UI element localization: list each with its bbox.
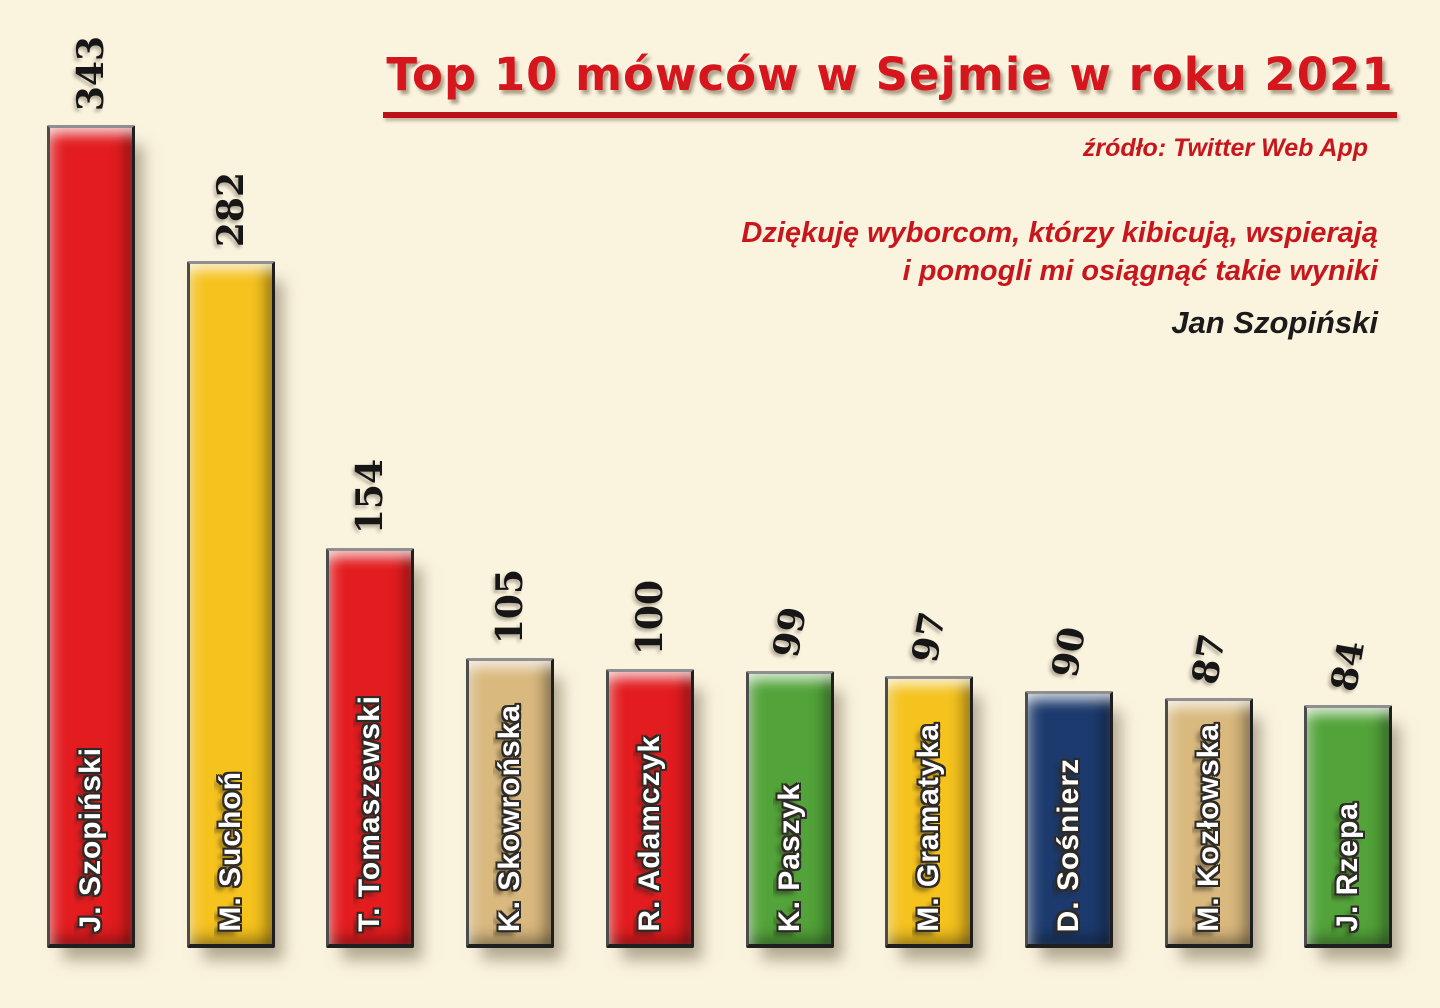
bar-value-label: 105 <box>466 569 554 644</box>
bar-10: J. Rzepa <box>1304 705 1392 948</box>
bar-2: M. Suchoń <box>187 261 275 948</box>
bar-value-label: 282 <box>187 172 275 247</box>
bar-value-text: 99 <box>764 603 816 661</box>
quote-line-1: Dziękuję wyborcom, którzy kibicują, wspi… <box>741 217 1378 249</box>
bar-value-label: 84 <box>1304 638 1392 695</box>
bar-value-text: 97 <box>903 608 955 666</box>
bar-category-label: K. Paszyk <box>773 782 806 932</box>
bar-value-text: 87 <box>1183 630 1235 688</box>
bar-category-label: J. Rzepa <box>1331 802 1364 932</box>
bar-category-label: K. Skowrońska <box>493 703 526 932</box>
bar-value-label: 97 <box>885 609 973 666</box>
bar-value-label: 87 <box>1165 631 1253 688</box>
bar-3: T. Tomaszewski <box>326 548 414 948</box>
bar-value-text: 154 <box>349 458 391 534</box>
bar-6: K. Paszyk <box>746 671 834 948</box>
bar-value-label: 90 <box>1025 624 1113 681</box>
bar-value-text: 84 <box>1322 637 1374 695</box>
bar-category-label: M. Gramatyka <box>912 723 945 932</box>
bar-8: D. Sośnierz <box>1025 691 1113 948</box>
bar-value-text: 343 <box>70 35 112 111</box>
quote-block: Dziękuję wyborcom, którzy kibicują, wspi… <box>741 214 1378 341</box>
bar-value-text: 105 <box>489 568 531 644</box>
bar-value-text: 100 <box>629 579 671 655</box>
bar-value-label: 154 <box>326 459 414 534</box>
bar-4: K. Skowrońska <box>466 658 554 948</box>
bar-category-label: D. Sośnierz <box>1052 757 1085 932</box>
source-caption: źródło: Twitter Web App <box>1082 134 1368 162</box>
chart-title: Top 10 mówców w Sejmie w roku 2021 <box>386 48 1394 101</box>
bar-5: R. Adamczyk <box>606 669 694 948</box>
bar-value-label: 343 <box>47 36 135 111</box>
title-underline <box>383 112 1397 118</box>
bar-category-label: M. Suchoń <box>214 771 247 932</box>
bar-value-label: 99 <box>746 604 834 661</box>
bar-category-label: M. Kozłowska <box>1192 723 1225 932</box>
bar-7: M. Gramatyka <box>885 676 973 948</box>
quote-attribution: Jan Szopiński <box>1171 304 1378 340</box>
bar-1: J. Szopiński <box>47 125 135 948</box>
bar-value-text: 282 <box>210 171 252 247</box>
quote-line-2: i pomogli mi osiągnąć takie wyniki <box>902 255 1378 288</box>
bar-9: M. Kozłowska <box>1165 698 1253 948</box>
bar-value-text: 90 <box>1043 623 1095 681</box>
bar-category-label: J. Szopiński <box>74 746 107 932</box>
bar-category-label: R. Adamczyk <box>633 735 666 932</box>
bar-value-label: 100 <box>606 580 694 655</box>
bar-category-label: T. Tomaszewski <box>353 695 386 932</box>
